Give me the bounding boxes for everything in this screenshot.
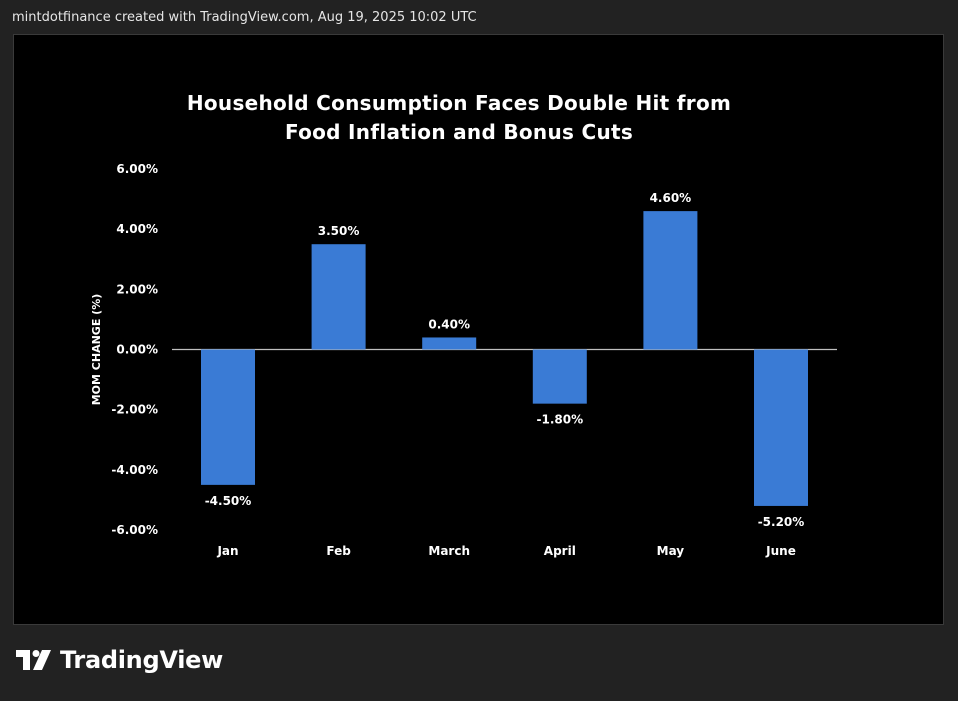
data-labels: -4.50% 3.50% 0.40% -1.80% 4.60% -5.20% (205, 191, 805, 529)
brand-name: TradingView (60, 646, 223, 674)
bar-jan (201, 349, 255, 485)
chart-title-line-1: Household Consumption Faces Double Hit f… (187, 91, 731, 115)
x-category-label: Jan (216, 544, 238, 558)
tradingview-brand[interactable]: TradingView (16, 646, 223, 674)
y-axis: 6.00% 4.00% 2.00% 0.00% -2.00% -4.00% -6.00% MO… (90, 162, 837, 537)
bar-feb (311, 244, 366, 350)
bar-chart: Household Consumption Faces Double Hit f… (90, 91, 837, 558)
bar-april (532, 349, 587, 404)
y-axis-title: MOM CHANGE (%) (90, 294, 103, 406)
chart-title-line-2: Food Inflation and Bonus Cuts (285, 120, 633, 144)
data-label: -1.80% (536, 413, 583, 427)
x-axis: Jan Feb March April May June (216, 544, 795, 558)
chart-frame: Household Consumption Faces Double Hit f… (13, 34, 944, 625)
y-tick-label: 4.00% (116, 222, 158, 236)
bar-may (643, 211, 698, 350)
attribution-text: mintdotfinance created with TradingView.… (12, 10, 477, 25)
data-label: 0.40% (428, 317, 470, 331)
bars (201, 211, 808, 506)
y-tick-label: 6.00% (116, 162, 158, 176)
bar-june (754, 349, 808, 506)
x-category-label: March (428, 544, 470, 558)
y-tick-label: -4.00% (111, 463, 158, 477)
bar-march (422, 337, 477, 350)
y-tick-label: 0.00% (116, 343, 158, 357)
data-label: 4.60% (650, 191, 692, 205)
y-tick-label: -6.00% (111, 523, 158, 537)
data-label: 3.50% (318, 224, 360, 238)
data-label: -5.20% (758, 515, 805, 529)
y-tick-label: 2.00% (116, 282, 158, 296)
chart-title: Household Consumption Faces Double Hit f… (187, 91, 731, 144)
x-category-label: May (657, 544, 685, 558)
x-category-label: April (544, 544, 576, 558)
y-tick-label: -2.00% (111, 403, 158, 417)
x-category-label: June (765, 544, 796, 558)
tradingview-logo-icon (16, 650, 51, 670)
x-category-label: Feb (326, 544, 351, 558)
data-label: -4.50% (205, 494, 252, 508)
